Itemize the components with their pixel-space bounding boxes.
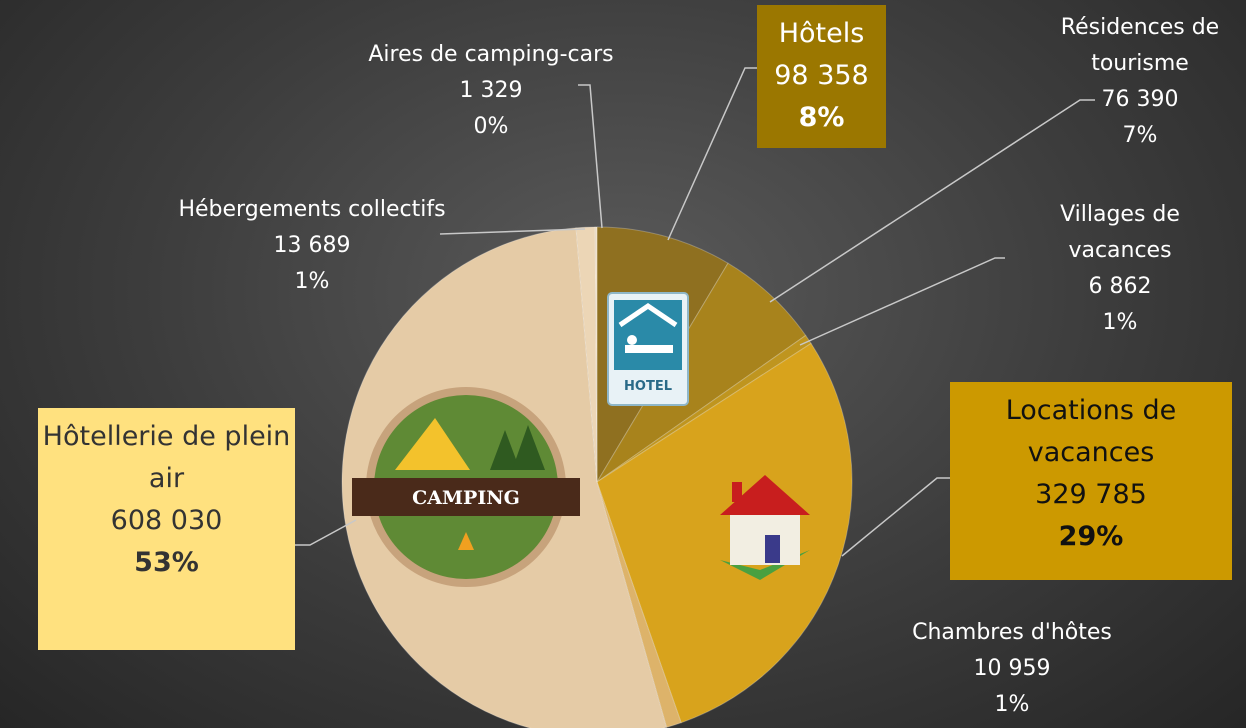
percent-label: 29% <box>1058 521 1124 552</box>
value-label: 329 785 <box>1035 479 1147 510</box>
percent-label: 1% <box>994 692 1030 717</box>
leader-line <box>439 228 586 235</box>
leader-line <box>578 84 603 229</box>
slice-label: Chambres d'hôtes 10 959 1% <box>870 615 1154 723</box>
category-name: Hôtellerie de plein air <box>42 421 291 494</box>
house-icon <box>720 475 810 580</box>
category-name: Hébergements collectifs <box>178 197 446 222</box>
percent-label: 7% <box>1122 123 1158 148</box>
leader-line <box>799 257 1005 346</box>
pie-slice <box>596 262 807 483</box>
percent-label: 8% <box>798 102 845 133</box>
category-name: Villages de vacances <box>1060 202 1180 263</box>
slice-label: Résidences de tourisme 76 390 7% <box>1040 10 1240 154</box>
leader-line <box>769 99 1095 303</box>
category-name: Locations de vacances <box>1005 395 1177 468</box>
category-name: Chambres d'hôtes <box>912 620 1112 645</box>
hotel-icon: HOTEL <box>607 292 689 406</box>
pie-slice <box>575 226 598 483</box>
value-label: 76 390 <box>1101 87 1179 112</box>
category-name: Résidences de tourisme <box>1060 15 1220 76</box>
value-label: 608 030 <box>110 505 223 536</box>
pie-slice <box>596 334 812 483</box>
value-label: 1 329 <box>459 78 523 103</box>
slice-label: Hôtellerie de plein air 608 030 53% <box>38 408 295 650</box>
value-label: 98 358 <box>774 60 869 91</box>
pie-slice <box>596 481 682 728</box>
slice-label: Hôtels 98 358 8% <box>757 5 886 148</box>
value-label: 6 862 <box>1088 274 1152 299</box>
percent-label: 0% <box>473 114 509 139</box>
pie-slice <box>596 342 853 724</box>
slice-label: Aires de camping-cars 1 329 0% <box>330 37 652 145</box>
value-label: 10 959 <box>973 656 1051 681</box>
slice-label: Villages de vacances 6 862 1% <box>1020 197 1220 341</box>
leader-line <box>295 519 357 546</box>
slice-label: Hébergements collectifs 13 689 1% <box>140 192 484 300</box>
leader-line <box>667 67 757 241</box>
value-label: 13 689 <box>273 233 351 258</box>
slice-label: Locations de vacances 329 785 29% <box>950 382 1232 580</box>
percent-label: 1% <box>1102 310 1138 335</box>
leader-line <box>841 477 950 557</box>
percent-label: 53% <box>134 547 199 578</box>
svg-text:HOTEL: HOTEL <box>624 379 672 394</box>
pie-slice <box>594 226 598 483</box>
category-name: Aires de camping-cars <box>368 42 614 67</box>
svg-text:CAMPING: CAMPING <box>412 487 520 509</box>
pie <box>341 226 853 728</box>
camping-icon: CAMPING <box>352 387 580 587</box>
leader-lines <box>295 67 1095 557</box>
percent-label: 1% <box>294 269 330 294</box>
category-name: Hôtels <box>778 18 865 49</box>
